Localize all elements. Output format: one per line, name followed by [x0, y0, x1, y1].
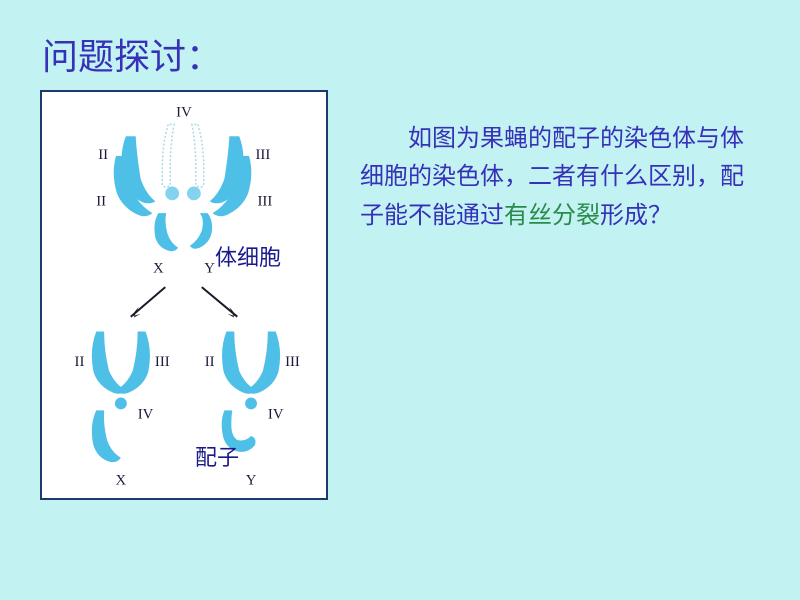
- label-II-br: II: [205, 354, 215, 370]
- page-title: 问题探讨：: [42, 28, 222, 80]
- label-IV-br: IV: [268, 406, 284, 422]
- label-IV-bl: IV: [138, 406, 154, 422]
- diagram-svg: IV II II III III X Y II III: [42, 92, 326, 498]
- label-II-2: II: [96, 193, 106, 209]
- label-III-br: III: [285, 354, 300, 370]
- label-X-top: X: [153, 260, 164, 276]
- label-X-bl: X: [116, 472, 127, 488]
- label-III-bl: III: [155, 354, 170, 370]
- label-II-bl: II: [75, 354, 85, 370]
- label-III-2: III: [257, 193, 272, 209]
- label-somatic-cell: 体细胞: [215, 240, 281, 272]
- label-II-1: II: [98, 147, 108, 163]
- label-gamete: 配子: [195, 440, 239, 472]
- text-highlight: 有丝分裂: [504, 203, 600, 229]
- label-IV-top: IV: [176, 105, 192, 121]
- label-III-1: III: [255, 147, 270, 163]
- text-part2: 形成？: [600, 203, 672, 229]
- label-Y-br: Y: [246, 472, 257, 488]
- label-Y-top: Y: [204, 260, 215, 276]
- question-text: 如图为果蝇的配子的染色体与体细胞的染色体，二者有什么区别，配子能不能通过有丝分裂…: [360, 120, 760, 235]
- chromosome-diagram: IV II II III III X Y II III: [40, 90, 328, 500]
